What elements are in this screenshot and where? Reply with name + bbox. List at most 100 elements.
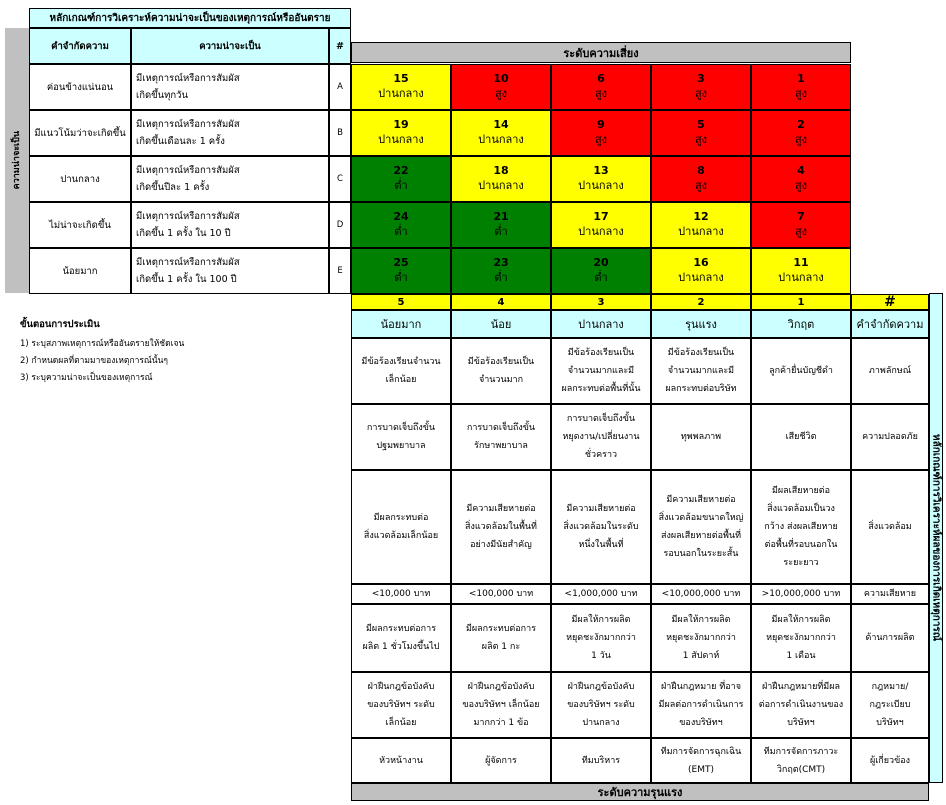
- likelihood-definition: ไม่น่าจะเกิดขึ้น: [29, 202, 131, 248]
- severity-description: มีผลกระทบต่อการ ผลิต 1 กะ: [451, 604, 551, 672]
- risk-score: 8: [697, 164, 705, 177]
- severity-number: 5: [351, 294, 451, 310]
- procedure-title: ขั้นตอนการประเมิน: [20, 319, 100, 330]
- risk-level: สูง: [494, 87, 508, 100]
- risk-cell: 17 ปานกลาง: [551, 202, 651, 248]
- likelihood-code: C: [329, 156, 351, 202]
- likelihood-side-band: ความน่าจะเป็น: [5, 28, 29, 293]
- severity-description: การบาดเจ็บถึงขั้น รักษาพยาบาล: [451, 404, 551, 470]
- likelihood-definition: น้อยมาก: [29, 248, 131, 294]
- likelihood-description: มีเหตุการณ์หรือการสัมผัส เกิดขึ้น 1 ครั้…: [131, 248, 329, 294]
- severity-description: มีความเสียหายต่อ สิ่งแวดล้อมในระดับ หนึ่…: [551, 470, 651, 584]
- severity-description: มีผลให้การผลิต หยุดชะงักมากกว่า 1 วัน: [551, 604, 651, 672]
- severity-side-label: หลักเกณฑ์การวิเคราะห์ผลของการเกิดเหตุการ…: [930, 434, 942, 642]
- risk-score: 22: [393, 164, 409, 177]
- risk-cell: 25 ต่ำ: [351, 248, 451, 294]
- likelihood-side-label: ความน่าจะเป็น: [12, 131, 22, 190]
- hash-symbol: #: [851, 294, 929, 310]
- severity-description: มีข้อร้องเรียนเป็น จำนวนมาก: [451, 338, 551, 404]
- risk-score: 2: [797, 118, 805, 131]
- risk-cell: 10 สูง: [451, 64, 551, 110]
- severity-description: มีข้อร้องเรียนเป็น จำนวนมากและมี ผลกระทบ…: [551, 338, 651, 404]
- risk-level: ปานกลาง: [378, 133, 424, 146]
- risk-cell: 12 ปานกลาง: [651, 202, 751, 248]
- risk-cell: 18 ปานกลาง: [451, 156, 551, 202]
- definition-header: คำจำกัดความ: [29, 28, 131, 64]
- risk-cell: 1 สูง: [751, 64, 851, 110]
- severity-description: ทุพพลภาพ: [651, 404, 751, 470]
- risk-level: สูง: [694, 133, 708, 146]
- severity-description: เสียชีวิต: [751, 404, 851, 470]
- risk-cell: 2 สูง: [751, 110, 851, 156]
- severity-description: ผู้จัดการ: [451, 738, 551, 783]
- risk-level: ต่ำ: [394, 179, 408, 192]
- severity-side-band: หลักเกณฑ์การวิเคราะห์ผลของการเกิดเหตุการ…: [929, 293, 943, 783]
- severity-description: มีความเสียหายต่อ สิ่งแวดล้อมขนาดใหญ่ ส่ง…: [651, 470, 751, 584]
- risk-cell: 22 ต่ำ: [351, 156, 451, 202]
- likelihood-code: A: [329, 64, 351, 110]
- risk-matrix-title: ระดับความเสี่ยง: [351, 42, 851, 63]
- risk-level: ปานกลาง: [578, 225, 624, 238]
- severity-description: มีความเสียหายต่อ สิ่งแวดล้อมในพื้นที่ อย…: [451, 470, 551, 584]
- severity-header: คำจำกัดความ: [851, 310, 929, 338]
- risk-cell: 3 สูง: [651, 64, 751, 110]
- severity-category: ความปลอดภัย: [851, 404, 929, 470]
- risk-level: ต่ำ: [394, 271, 408, 284]
- likelihood-table-title: หลักเกณฑ์การวิเคราะห์ความน่าจะเป็นของเหต…: [29, 8, 351, 28]
- risk-score: 19: [393, 118, 409, 131]
- severity-number: 3: [551, 294, 651, 310]
- likelihood-code: D: [329, 202, 351, 248]
- likelihood-definition: ค่อนข้างแน่นอน: [29, 64, 131, 110]
- severity-description: การบาดเจ็บถึงขั้น ปฐมพยาบาล: [351, 404, 451, 470]
- severity-description: มีข้อร้องเรียนเป็น จำนวนมากและมี ผลกระทบ…: [651, 338, 751, 404]
- risk-score: 5: [697, 118, 705, 131]
- risk-level: ปานกลาง: [478, 133, 524, 146]
- risk-cell: 9 สูง: [551, 110, 651, 156]
- risk-cell: 11 ปานกลาง: [751, 248, 851, 294]
- severity-category: ผู้เกี่ยวข้อง: [851, 738, 929, 783]
- risk-score: 16: [693, 256, 709, 269]
- risk-level: ปานกลาง: [578, 179, 624, 192]
- risk-score: 20: [593, 256, 609, 269]
- severity-description: มีผลเสียหายต่อ สิ่งแวดล้อมเป็นวง กว้าง ส…: [751, 470, 851, 584]
- risk-score: 23: [493, 256, 509, 269]
- risk-cell: 14 ปานกลาง: [451, 110, 551, 156]
- risk-level: สูง: [794, 179, 808, 192]
- risk-score: 7: [797, 210, 805, 223]
- severity-header: รุนแรง: [651, 310, 751, 338]
- severity-description: >10,000,000 บาท: [751, 584, 851, 604]
- procedure-notes: ขั้นตอนการประเมิน 1) ระบุสภาพเหตุการณ์หร…: [20, 318, 340, 387]
- risk-level: สูง: [594, 133, 608, 146]
- risk-cell: 6 สูง: [551, 64, 651, 110]
- risk-score: 6: [597, 72, 605, 85]
- severity-description: การบาดเจ็บถึงขั้น หยุดงาน/เปลี่ยนงาน ชั่…: [551, 404, 651, 470]
- risk-cell: 15 ปานกลาง: [351, 64, 451, 110]
- likelihood-code: B: [329, 110, 351, 156]
- risk-score: 15: [393, 72, 409, 85]
- risk-score: 3: [697, 72, 705, 85]
- severity-description: มีผลกระทบต่อการ ผลิต 1 ชั่วโมงขึ้นไป: [351, 604, 451, 672]
- severity-description: <10,000,000 บาท: [651, 584, 751, 604]
- risk-level: สูง: [794, 87, 808, 100]
- risk-score: 11: [793, 256, 809, 269]
- severity-category: ด้านการผลิต: [851, 604, 929, 672]
- procedure-step: 2) กำหนดผลที่ตามมาของเหตุการณ์นั้นๆ: [20, 356, 168, 366]
- risk-score: 25: [393, 256, 409, 269]
- severity-description: ฝ่าฝืนกฎหมาย ที่อาจ มีผลต่อการดำเนินการ …: [651, 672, 751, 738]
- risk-cell: 19 ปานกลาง: [351, 110, 451, 156]
- risk-score: 12: [693, 210, 709, 223]
- severity-footer: ระดับความรุนแรง: [351, 783, 929, 801]
- risk-score: 18: [493, 164, 509, 177]
- likelihood-description: มีเหตุการณ์หรือการสัมผัส เกิดขึ้น 1 ครั้…: [131, 202, 329, 248]
- risk-cell: 23 ต่ำ: [451, 248, 551, 294]
- risk-cell: 4 สูง: [751, 156, 851, 202]
- severity-number: 2: [651, 294, 751, 310]
- severity-description: ทีมการจัดการฉุกเฉิน (EMT): [651, 738, 751, 783]
- risk-level: ปานกลาง: [678, 225, 724, 238]
- risk-cell: 20 ต่ำ: [551, 248, 651, 294]
- risk-score: 21: [493, 210, 509, 223]
- risk-score: 10: [493, 72, 509, 85]
- severity-description: ฝ่าฝืนกฎหมายที่มีผล ต่อการดำเนินงานของ บ…: [751, 672, 851, 738]
- severity-category: ภาพลักษณ์: [851, 338, 929, 404]
- likelihood-description: มีเหตุการณ์หรือการสัมผัส เกิดขึ้นเดือนละ…: [131, 110, 329, 156]
